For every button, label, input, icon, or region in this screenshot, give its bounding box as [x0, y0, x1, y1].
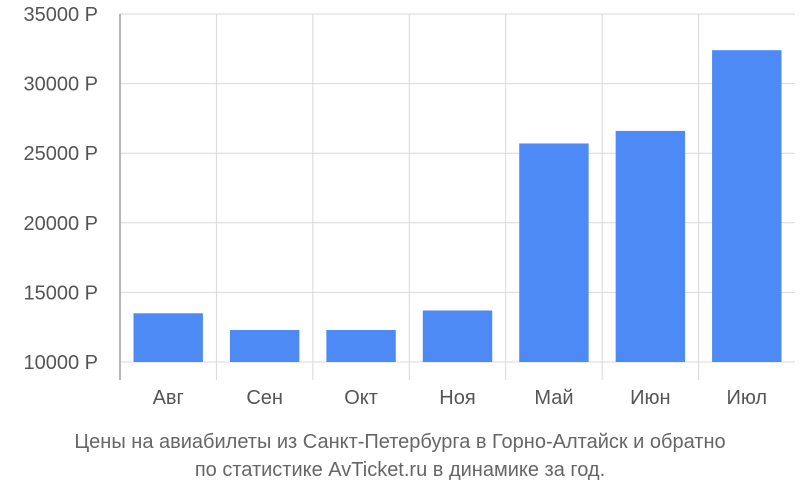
- y-tick-labels: 10000 Р 15000 Р 20000 Р 25000 Р 30000 Р 35000…: [23, 4, 98, 374]
- bar-chart: 10000 Р 15000 Р 20000 Р 25000 Р 30000 Р 35000…: [23, 4, 795, 409]
- x-tick-label: Ноя: [439, 387, 475, 409]
- bar-7: [712, 50, 782, 362]
- y-tick-label: 15000 Р: [23, 282, 98, 304]
- y-tick-label: 35000 Р: [23, 4, 98, 26]
- bar-3: [326, 329, 396, 362]
- x-tick-label: Сен: [246, 387, 283, 409]
- x-tick-label: Авг: [153, 387, 184, 409]
- caption-line-2: по статистике AvTicket.ru в динамике за …: [194, 459, 606, 481]
- y-tick-label: 30000 Р: [23, 74, 98, 96]
- bar-6: [615, 130, 686, 362]
- chart-caption: Цены на авиабилеты из Санкт-Петербурга в…: [0, 428, 800, 484]
- bar-4: [422, 310, 493, 362]
- y-tick-label: 25000 Р: [23, 143, 98, 165]
- caption-line-1: Цены на авиабилеты из Санкт-Петербурга в…: [74, 431, 726, 453]
- y-tick-label: 10000 Р: [23, 352, 98, 374]
- x-tick-label: Май: [534, 387, 573, 409]
- bar-5: [519, 143, 589, 362]
- y-tick-label: 20000 Р: [23, 213, 98, 235]
- x-tick-label: Окт: [344, 387, 378, 409]
- x-tick-label: Июл: [726, 387, 767, 409]
- x-tick-label: Июн: [630, 387, 670, 409]
- bar-2: [229, 329, 300, 362]
- x-tick-labels: Авг Сен Окт Ноя Май Июн Июл: [153, 387, 768, 409]
- grid-lines: [120, 13, 795, 380]
- bars: [133, 50, 782, 362]
- bar-1: [133, 313, 203, 362]
